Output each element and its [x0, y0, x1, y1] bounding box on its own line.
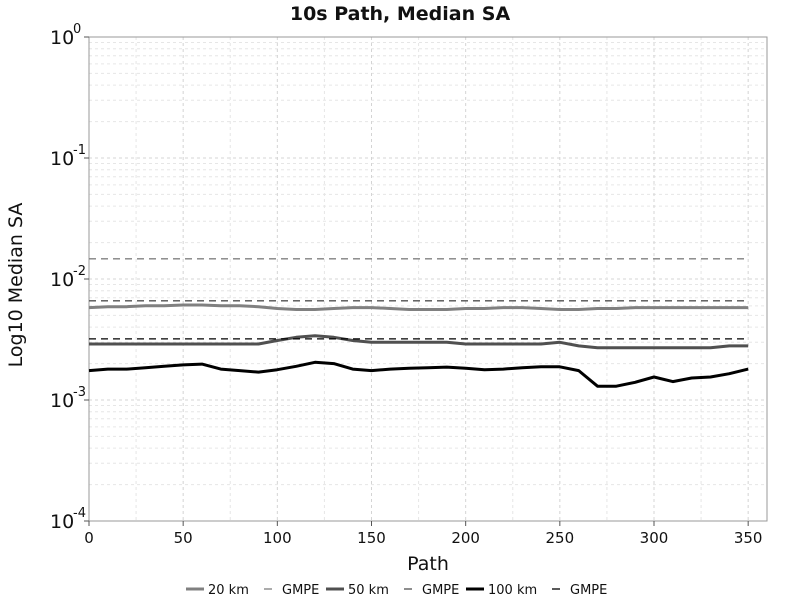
y-tick-label: 10: [50, 148, 74, 170]
series-line-4: [88, 360, 749, 388]
x-tick-label: 50: [174, 529, 193, 547]
legend-label-0: 20 km: [208, 583, 249, 598]
x-tick-label: 100: [263, 529, 292, 547]
legend-label-4: 100 km: [488, 583, 537, 598]
y-tick-exponent: -2: [73, 264, 86, 279]
series-line-0: [88, 303, 749, 311]
legend: 20 km GMPE 50 km GMPE 100 km GMPE: [186, 583, 607, 598]
legend-label-3: GMPE: [422, 583, 459, 598]
y-tick-exponent: -1: [73, 143, 86, 158]
y-tick-label: 10: [50, 269, 74, 291]
y-axis-label: Log10 Median SA: [5, 203, 27, 368]
y-tick-label: 10: [50, 27, 74, 49]
x-tick-label: 0: [84, 529, 94, 547]
x-tick-label: 200: [451, 529, 480, 547]
x-axis-ticks: 0 50 100 150 200 250 300 350: [84, 521, 762, 547]
chart-title: 10s Path, Median SA: [290, 3, 511, 25]
grid: [88, 37, 767, 522]
x-tick-label: 300: [640, 529, 669, 547]
legend-label-5: GMPE: [570, 583, 607, 598]
y-tick-exponent: -3: [73, 385, 86, 400]
y-tick-exponent: -4: [73, 506, 86, 521]
x-axis-label: Path: [407, 553, 449, 575]
legend-label-1: GMPE: [282, 583, 319, 598]
series-layer: [88, 258, 749, 388]
series-line-2: [89, 334, 749, 350]
x-tick-label: 150: [357, 529, 386, 547]
x-tick-label: 250: [546, 529, 575, 547]
legend-label-2: 50 km: [348, 583, 389, 598]
y-tick-label: 10: [50, 390, 74, 412]
y-tick-exponent: 0: [73, 22, 81, 37]
y-tick-label: 10: [50, 511, 74, 533]
x-tick-label: 350: [734, 529, 763, 547]
